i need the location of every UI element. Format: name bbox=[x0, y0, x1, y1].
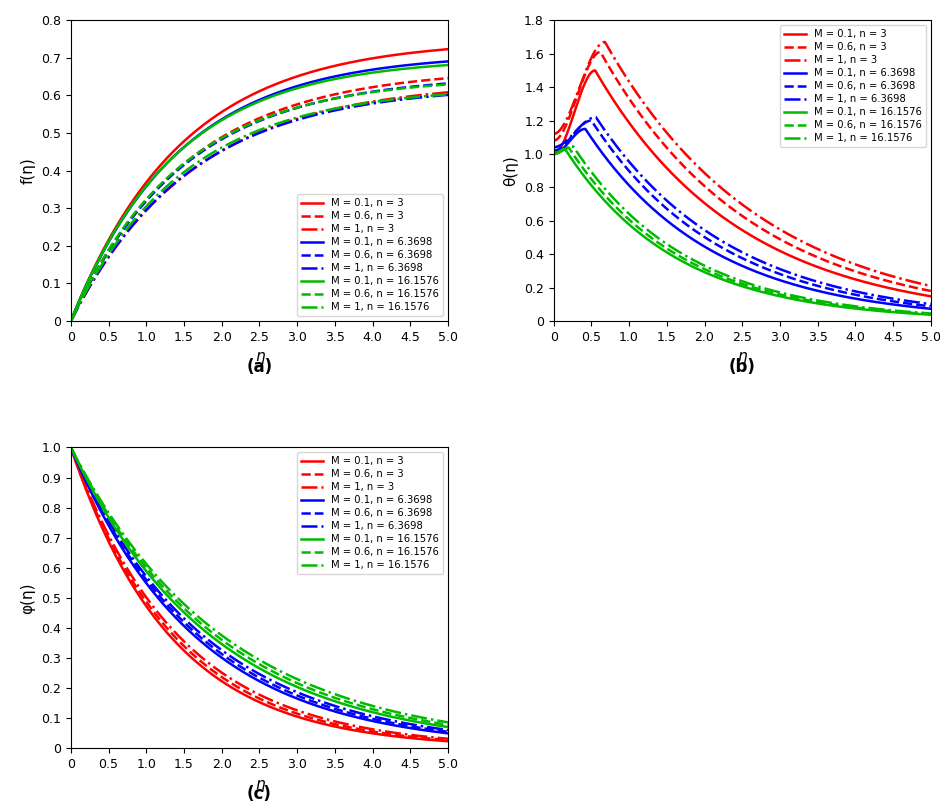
X-axis label: η: η bbox=[254, 349, 264, 364]
X-axis label: η: η bbox=[254, 777, 264, 791]
X-axis label: η: η bbox=[736, 349, 747, 364]
Text: (a): (a) bbox=[246, 358, 272, 376]
Y-axis label: f(η): f(η) bbox=[21, 157, 36, 184]
Legend: M = 0.1, n = 3, M = 0.6, n = 3, M = 1, n = 3, M = 0.1, n = 6.3698, M = 0.6, n = : M = 0.1, n = 3, M = 0.6, n = 3, M = 1, n… bbox=[296, 194, 443, 316]
Legend: M = 0.1, n = 3, M = 0.6, n = 3, M = 1, n = 3, M = 0.1, n = 6.3698, M = 0.6, n = : M = 0.1, n = 3, M = 0.6, n = 3, M = 1, n… bbox=[296, 452, 443, 574]
Y-axis label: φ(η): φ(η) bbox=[21, 582, 36, 614]
Legend: M = 0.1, n = 3, M = 0.6, n = 3, M = 1, n = 3, M = 0.1, n = 6.3698, M = 0.6, n = : M = 0.1, n = 3, M = 0.6, n = 3, M = 1, n… bbox=[779, 25, 925, 147]
Text: (b): (b) bbox=[728, 358, 755, 376]
Text: (c): (c) bbox=[246, 786, 272, 803]
Y-axis label: θ(η): θ(η) bbox=[503, 155, 518, 186]
